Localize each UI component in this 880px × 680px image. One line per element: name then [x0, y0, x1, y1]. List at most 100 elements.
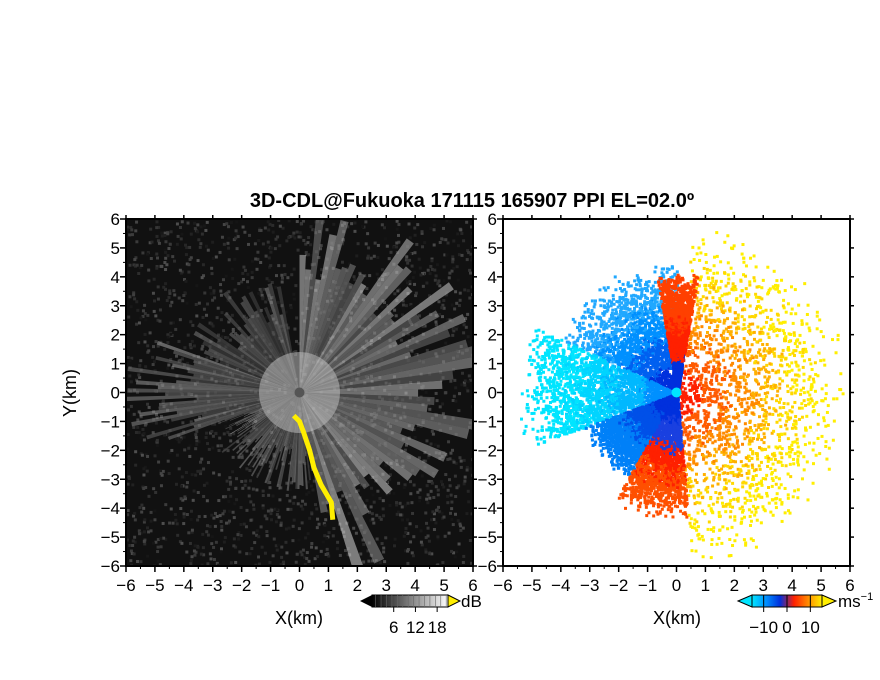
velocity-pixel	[811, 462, 815, 466]
noise-pixel	[197, 238, 201, 242]
noise-pixel	[268, 560, 272, 564]
velocity-pixel	[748, 436, 752, 440]
noise-pixel	[454, 461, 458, 465]
noise-pixel	[429, 479, 433, 483]
velocity-pixel	[755, 340, 759, 344]
velocity-pixel	[796, 445, 800, 449]
velocity-pixel	[751, 466, 755, 470]
velocity-pixel	[705, 271, 709, 275]
velocity-pixel	[780, 432, 784, 436]
noise-pixel	[196, 230, 200, 234]
noise-pixel	[416, 223, 420, 227]
noise-pixel	[199, 469, 203, 473]
intensity-ray	[299, 219, 324, 393]
noise-pixel	[286, 276, 290, 280]
noise-pixel	[430, 257, 434, 261]
velocity-pixel	[763, 354, 767, 358]
noise-pixel	[219, 520, 223, 524]
velocity-pixel	[785, 371, 789, 375]
noise-pixel	[361, 538, 365, 542]
noise-pixel	[201, 546, 205, 550]
velocity-pixel	[712, 271, 716, 275]
noise-pixel	[289, 507, 293, 511]
noise-pixel	[420, 230, 424, 234]
velocity-pixel	[717, 342, 721, 346]
velocity-pixel	[709, 497, 713, 501]
noise-pixel	[294, 284, 298, 288]
velocity-pixel	[764, 420, 768, 424]
velocity-pixel	[696, 346, 700, 350]
noise-pixel	[157, 225, 161, 229]
left-heatmap-data	[126, 219, 473, 566]
velocity-pixel	[769, 317, 773, 321]
noise-pixel	[181, 421, 185, 425]
velocity-pixel	[783, 511, 787, 515]
velocity-pixel	[775, 399, 779, 403]
velocity-pixel	[714, 450, 718, 454]
noise-pixel	[196, 491, 200, 495]
noise-pixel	[280, 276, 284, 280]
velocity-pixel	[726, 281, 730, 285]
velocity-pixel	[714, 350, 718, 354]
velocity-pixel	[740, 315, 744, 319]
velocity-pixel	[748, 328, 752, 332]
velocity-pixel	[768, 347, 772, 351]
velocity-pixel	[688, 371, 692, 375]
velocity-pixel	[750, 331, 754, 335]
velocity-pixel	[719, 307, 723, 311]
noise-pixel	[139, 359, 143, 363]
velocity-pixel	[654, 345, 658, 349]
noise-pixel	[138, 266, 142, 270]
velocity-pixel	[761, 407, 765, 411]
noise-pixel	[425, 484, 429, 488]
velocity-pixel	[693, 380, 697, 384]
noise-pixel	[149, 257, 153, 261]
noise-pixel	[173, 513, 177, 517]
velocity-pixel	[700, 534, 704, 538]
velocity-pixel	[770, 397, 774, 401]
noise-pixel	[157, 460, 161, 464]
noise-pixel	[175, 354, 179, 358]
velocity-pixel	[692, 386, 696, 390]
velocity-pixel	[767, 351, 771, 355]
velocity-pixel	[593, 302, 597, 306]
velocity-pixel	[777, 477, 781, 481]
noise-pixel	[309, 243, 313, 247]
velocity-pixel	[797, 406, 801, 410]
noise-pixel	[325, 536, 329, 540]
intensity-ray	[299, 264, 404, 393]
noise-pixel	[455, 486, 459, 490]
velocity-pixel	[712, 334, 716, 338]
noise-pixel	[336, 540, 340, 544]
velocity-pixel	[743, 437, 747, 441]
noise-pixel	[385, 480, 389, 484]
velocity-pixel	[737, 450, 741, 454]
velocity-pixel	[810, 399, 814, 403]
noise-pixel	[430, 429, 434, 433]
noise-pixel	[332, 222, 336, 226]
noise-pixel	[411, 511, 415, 515]
noise-pixel	[130, 228, 134, 232]
velocity-pixel	[813, 389, 817, 393]
noise-pixel	[274, 520, 278, 524]
velocity-pixel	[781, 355, 785, 359]
noise-pixel	[469, 467, 473, 471]
velocity-pixel	[759, 387, 763, 391]
noise-pixel	[372, 254, 376, 258]
velocity-pixel	[790, 426, 794, 430]
velocity-pixel	[739, 294, 743, 298]
velocity-pixel	[724, 503, 728, 507]
y-tick-label: 4	[111, 268, 120, 287]
noise-pixel	[419, 529, 423, 533]
velocity-pixel	[763, 391, 767, 395]
left-colorbar-under-triangle	[360, 595, 372, 607]
noise-pixel	[400, 505, 404, 509]
noise-pixel	[189, 517, 193, 521]
velocity-pixel	[785, 452, 789, 456]
velocity-pixel	[717, 362, 721, 366]
noise-pixel	[454, 290, 458, 294]
velocity-pixel	[688, 395, 692, 399]
noise-pixel	[194, 447, 198, 451]
noise-pixel	[364, 220, 368, 224]
noise-pixel	[135, 322, 139, 326]
